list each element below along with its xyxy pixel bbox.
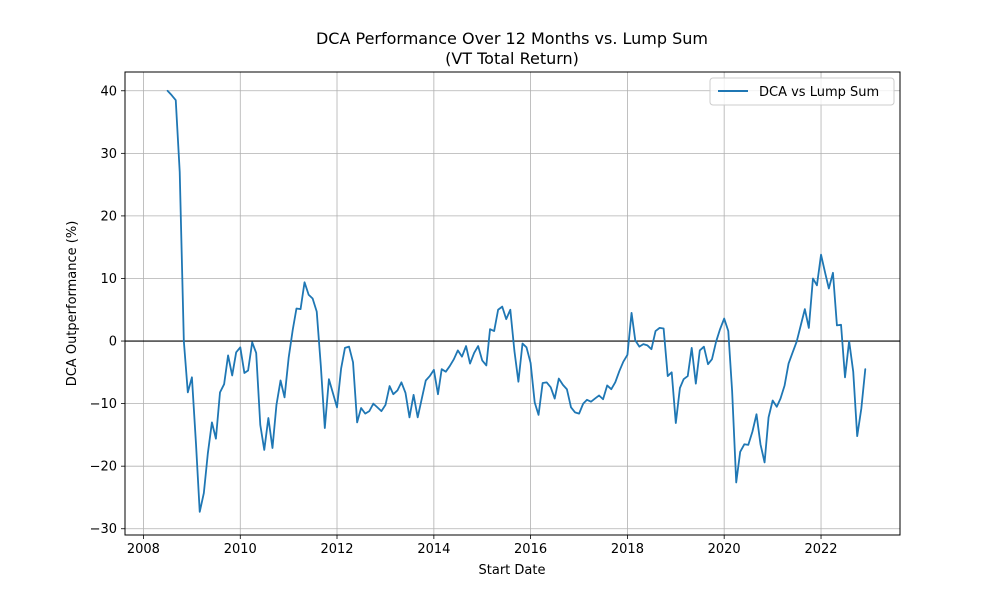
legend-label: DCA vs Lump Sum	[759, 85, 879, 100]
grid	[125, 72, 900, 535]
x-tick-label: 2010	[224, 542, 257, 557]
y-axis-ticks: −30 −20 −10 0 10 20 30 40	[90, 84, 125, 537]
chart-title: DCA Performance Over 12 Months vs. Lump …	[316, 29, 708, 48]
y-tick-label: 10	[100, 272, 117, 287]
x-axis-ticks: 2008 2010 2012 2014 2016 2018 2020 2022	[127, 535, 838, 557]
y-tick-label: −30	[90, 522, 117, 537]
y-tick-label: −10	[90, 397, 117, 412]
legend-box	[709, 77, 895, 106]
legend: DCA vs Lump Sum	[709, 77, 895, 106]
y-tick-label: 0	[109, 335, 117, 350]
x-tick-label: 2008	[127, 542, 160, 557]
y-axis-label: DCA Outperformance (%)	[65, 221, 80, 387]
y-tick-label: 20	[100, 209, 117, 224]
series-line-dca-vs-lump-sum	[166, 89, 867, 513]
x-tick-label: 2014	[417, 542, 450, 557]
y-tick-label: 40	[100, 84, 117, 99]
y-tick-label: 30	[100, 147, 117, 162]
y-tick-label: −20	[90, 460, 117, 475]
x-tick-label: 2020	[708, 542, 741, 557]
x-tick-label: 2022	[804, 542, 837, 557]
chart-subtitle: (VT Total Return)	[445, 49, 579, 68]
x-axis-label: Start Date	[479, 563, 546, 578]
x-tick-label: 2018	[611, 542, 644, 557]
plot-frame	[124, 71, 901, 536]
series-layer	[166, 89, 867, 513]
x-tick-label: 2016	[514, 542, 547, 557]
x-tick-label: 2012	[320, 542, 353, 557]
